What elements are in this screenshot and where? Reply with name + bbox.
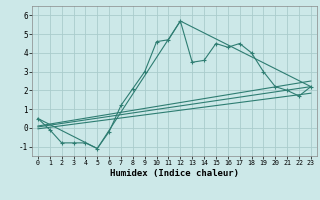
X-axis label: Humidex (Indice chaleur): Humidex (Indice chaleur) xyxy=(110,169,239,178)
